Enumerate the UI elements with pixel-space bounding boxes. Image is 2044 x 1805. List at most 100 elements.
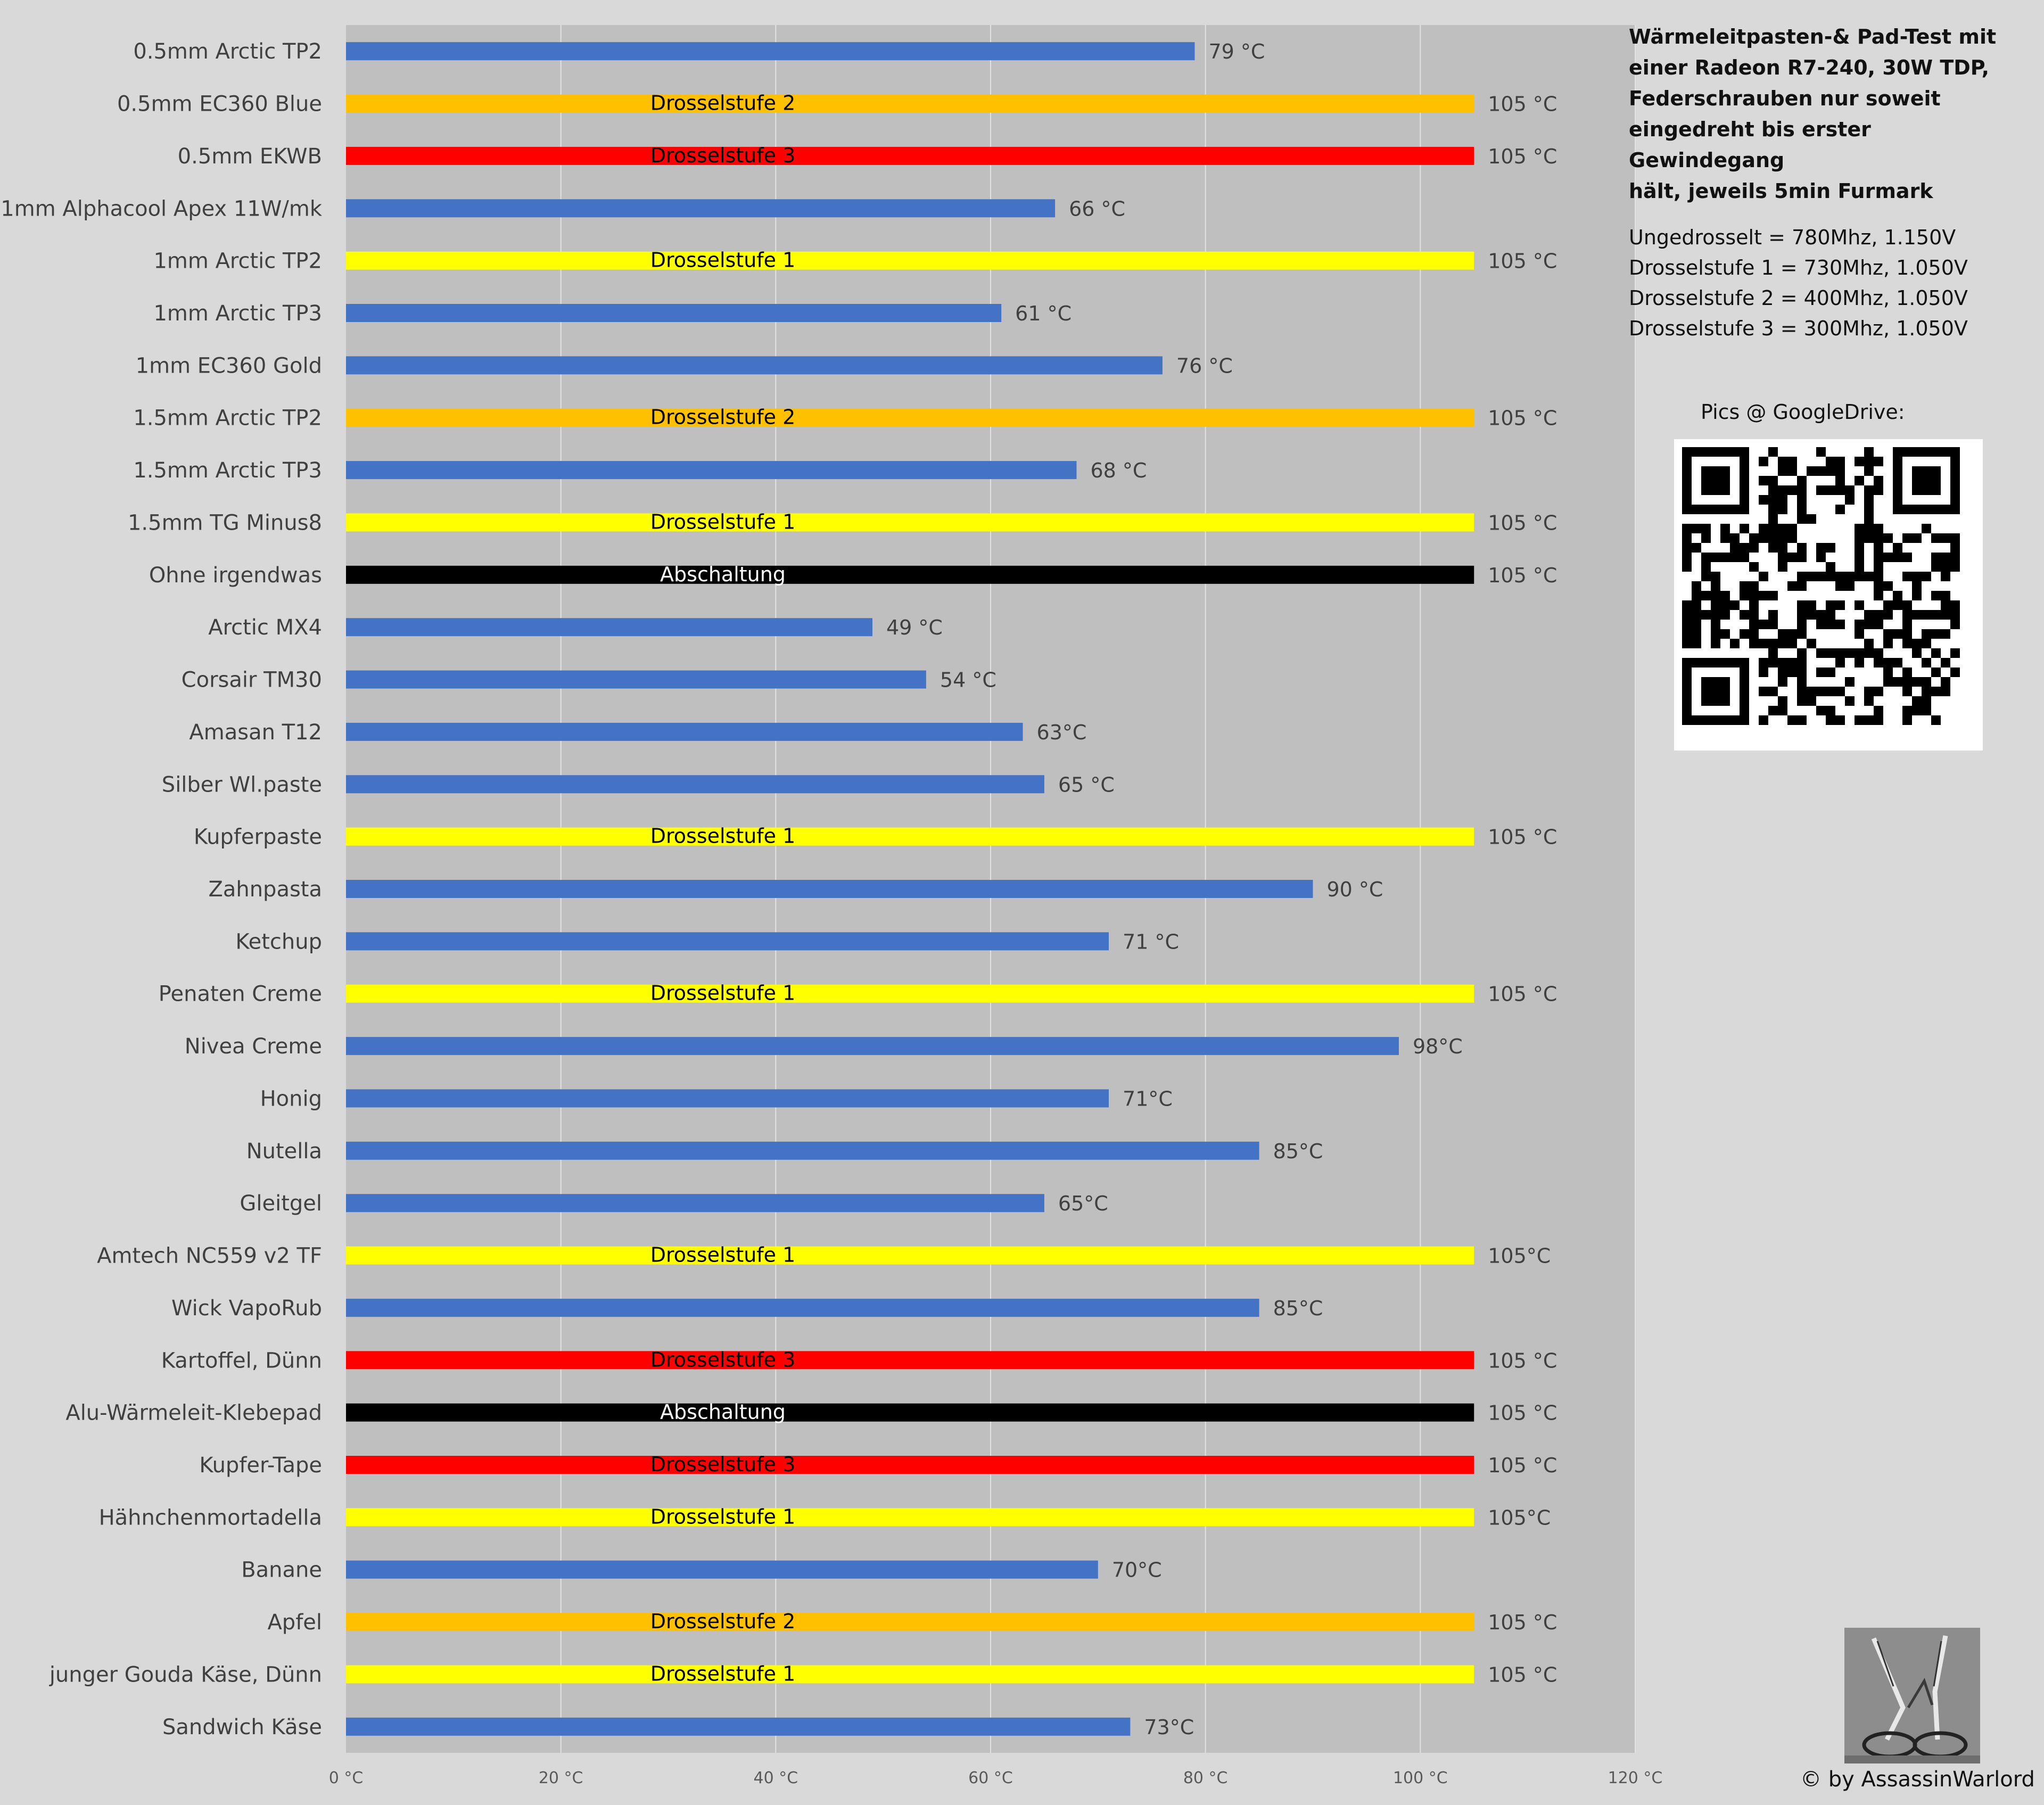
status-label: Drosselstufe 3 (650, 1453, 796, 1476)
data-label: 105 °C (1488, 1611, 1557, 1634)
x-tick-label: 80 °C (1183, 1769, 1228, 1787)
category-label: Nivea Creme (185, 1034, 322, 1059)
bar (346, 984, 1474, 1003)
x-tick-label: 60 °C (968, 1769, 1013, 1787)
throttle-legend: Ungedrosselt = 780Mhz, 1.150V Drosselstu… (1629, 222, 2033, 344)
category-label: Nutella (246, 1139, 322, 1164)
status-label: Drosselstufe 1 (650, 1243, 796, 1267)
category-label: 1.5mm Arctic TP3 (133, 458, 322, 483)
category-labels: 0.5mm Arctic TP2 0.5mm EC360 Blue 0.5mm EK… (1, 39, 323, 1740)
category-label: 1mm EC360 Gold (136, 353, 322, 378)
category-label: Amtech NC559 v2 TF (97, 1244, 322, 1268)
category-label: 1.5mm Arctic TP2 (133, 406, 322, 431)
category-label: Penaten Creme (159, 982, 322, 1007)
category-label: Arctic MX4 (208, 615, 322, 640)
data-label: 71 °C (1123, 930, 1179, 953)
bars: 79 °C 105 °C Drosselstufe 2 105 °C Drosselst… (346, 40, 1557, 1739)
data-label: 105 °C (1488, 1454, 1557, 1477)
bar (346, 722, 1023, 741)
status-label: Drosselstufe 1 (650, 1505, 796, 1528)
status-label: Drosselstufe 1 (650, 1662, 796, 1685)
status-label: Drosselstufe 3 (650, 144, 796, 167)
credit-text: © by AssassinWarlord (1800, 1767, 2035, 1792)
category-label: 0.5mm Arctic TP2 (133, 39, 322, 64)
x-tick-label: 120 °C (1608, 1769, 1663, 1787)
data-label: 105 °C (1488, 564, 1557, 587)
qr-code[interactable] (1674, 439, 1983, 751)
status-label: Drosselstufe 2 (650, 92, 796, 115)
status-label: Drosselstufe 2 (650, 1610, 796, 1633)
bar (346, 1560, 1098, 1579)
bar (346, 1717, 1131, 1736)
avatar (1844, 1628, 1980, 1763)
data-label: 105 °C (1488, 826, 1557, 849)
data-label: 105 °C (1488, 407, 1557, 430)
status-label: Drosselstufe 1 (650, 982, 796, 1005)
data-label: 76 °C (1176, 354, 1233, 377)
legend-line: Drosselstufe 1 = 730Mhz, 1.050V (1629, 256, 1968, 279)
category-label: Sandwich Käse (162, 1715, 322, 1740)
data-label: 65°C (1058, 1192, 1108, 1215)
data-label: 68 °C (1090, 459, 1147, 482)
legend-line: Ungedrosselt = 780Mhz, 1.150V (1629, 226, 1956, 249)
bar (346, 618, 872, 637)
bar (346, 304, 1002, 322)
data-label: 105 °C (1488, 1402, 1557, 1425)
category-label: Kupfer-Tape (199, 1453, 322, 1478)
category-label: Banane (241, 1558, 322, 1583)
bar (346, 356, 1163, 375)
pics-label: Pics @ GoogleDrive: (1701, 400, 1905, 424)
x-tick-label: 0 °C (329, 1769, 364, 1787)
data-label: 65 °C (1058, 773, 1115, 796)
category-label: Ohne irgendwas (149, 563, 322, 588)
data-label: 70°C (1112, 1559, 1162, 1582)
status-label: Abschaltung (660, 1400, 786, 1424)
bar (346, 1089, 1109, 1108)
bar (346, 670, 926, 689)
data-label: 105 °C (1488, 250, 1557, 273)
glasses-sketch-icon (1844, 1628, 1980, 1763)
data-label: 49 °C (886, 616, 943, 639)
data-label: 66 °C (1069, 197, 1125, 220)
x-tick-label: 100 °C (1393, 1769, 1448, 1787)
category-label: Silber Wl.paste (162, 772, 322, 797)
bar (346, 1403, 1474, 1422)
data-label: 105 °C (1488, 145, 1557, 168)
status-label: Drosselstufe 1 (650, 249, 796, 272)
bar (346, 1037, 1399, 1056)
data-label: 98°C (1413, 1035, 1463, 1058)
bar (346, 1194, 1044, 1213)
qr-code-icon (1682, 447, 1960, 725)
category-label: Kartoffel, Dünn (161, 1348, 322, 1373)
data-label: 54 °C (940, 669, 996, 692)
bar (346, 1141, 1259, 1160)
bar (346, 1613, 1474, 1631)
data-label: 85°C (1273, 1297, 1323, 1320)
bar (346, 932, 1109, 951)
info-panel: Wärmeleitpasten-& Pad-Test mit einer Rad… (1629, 21, 2033, 344)
bar (346, 199, 1056, 218)
category-label: Alu-Wärmeleit-Klebepad (65, 1401, 322, 1425)
category-label: 1mm Arctic TP3 (153, 301, 322, 326)
status-label: Drosselstufe 2 (650, 406, 796, 429)
data-label: 63°C (1037, 721, 1087, 744)
bar (346, 880, 1313, 898)
category-label: 0.5mm EC360 Blue (117, 92, 322, 117)
bar (346, 827, 1474, 846)
data-label: 90 °C (1327, 878, 1383, 901)
category-label: Hähnchenmortadella (99, 1505, 322, 1530)
bar (346, 1351, 1474, 1370)
data-label: 105°C (1488, 1244, 1551, 1268)
data-label: 105 °C (1488, 511, 1557, 534)
data-label: 105 °C (1488, 93, 1557, 116)
data-label: 61 °C (1015, 302, 1072, 325)
data-label: 105°C (1488, 1506, 1551, 1529)
category-label: Amasan T12 (189, 720, 322, 745)
bar (346, 1246, 1474, 1265)
info-title: Wärmeleitpasten-& Pad-Test mit einer Rad… (1629, 25, 1997, 203)
bar (346, 513, 1474, 532)
data-label: 71°C (1123, 1087, 1173, 1110)
data-label: 105 °C (1488, 1663, 1557, 1686)
x-axis-ticks: 0 °C 20 °C 40 °C 60 °C 80 °C 100 °C 120 °C (329, 1769, 1663, 1787)
